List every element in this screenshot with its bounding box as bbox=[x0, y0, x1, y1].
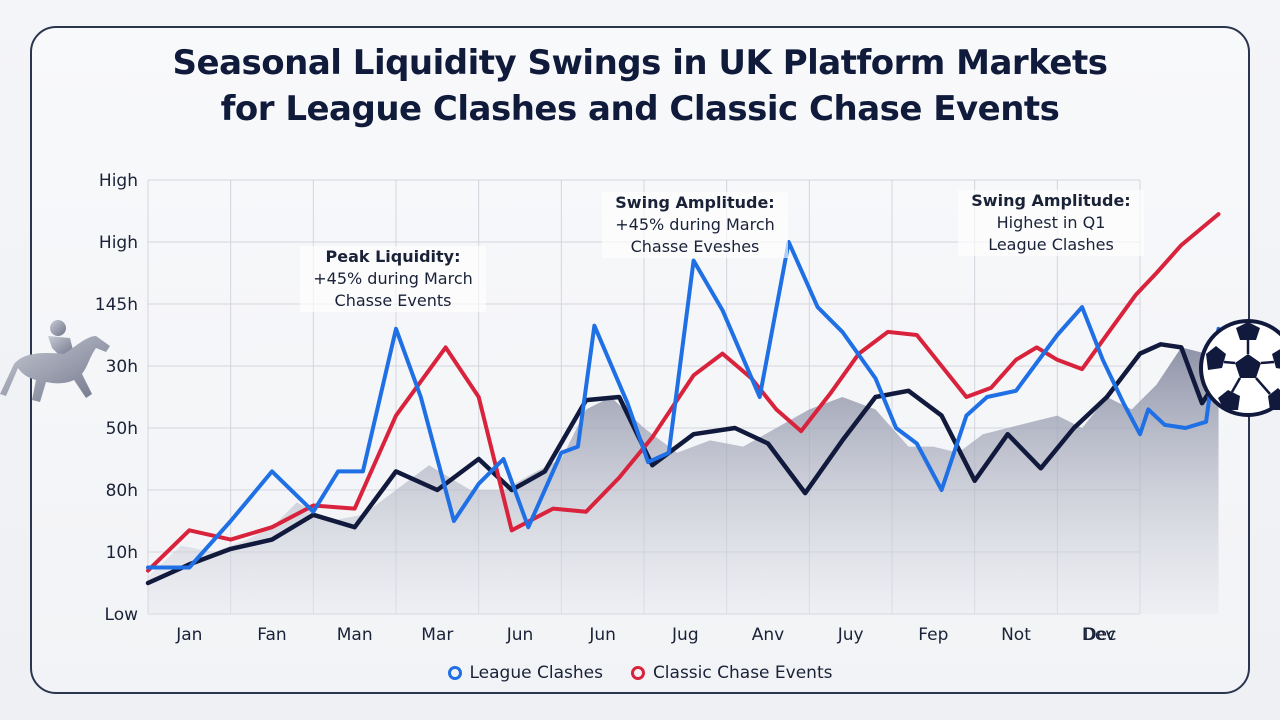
x-tick-label: Jan bbox=[175, 625, 202, 645]
legend-label-classic: Classic Chase Events bbox=[652, 663, 833, 683]
shaded-area bbox=[148, 347, 1219, 614]
y-tick-label: High bbox=[99, 233, 138, 253]
annotation-swing-amplitude-1: Swing Amplitude: +45% during March Chass… bbox=[602, 192, 788, 258]
x-tick-label: Mar bbox=[421, 625, 453, 645]
annotation-1-head: Peak Liquidity: bbox=[325, 247, 461, 266]
legend-item-classic-chase: Classic Chase Events bbox=[630, 663, 833, 683]
classic-chase-events-line bbox=[146, 212, 1221, 573]
x-tick-label: Not bbox=[1001, 625, 1031, 645]
x-tick-label: Jug bbox=[671, 625, 699, 645]
x-tick-label: Fep bbox=[918, 625, 948, 645]
y-tick-label: 80h bbox=[106, 481, 138, 501]
league-clashes-line bbox=[146, 240, 1221, 570]
legend-label-league: League Clashes bbox=[469, 663, 603, 683]
title-line-2: for League Clashes and Classic Chase Eve… bbox=[220, 89, 1060, 129]
soccer-ball-icon bbox=[1199, 319, 1280, 417]
legend-dot-classic bbox=[630, 666, 645, 680]
y-tick-label: 50h bbox=[106, 419, 138, 439]
y-tick-label: 30h bbox=[106, 357, 138, 377]
y-tick-label: 145h bbox=[95, 295, 138, 315]
annotation-1-line-1: +45% during March bbox=[313, 269, 473, 288]
baseline-liquidity-line bbox=[145, 342, 1221, 586]
annotation-2-head: Swing Amplitude: bbox=[615, 193, 775, 212]
racehorse-jockey-icon bbox=[0, 320, 110, 402]
x-tick-label: Fan bbox=[257, 625, 286, 645]
annotation-1-line-2: Chasse Events bbox=[334, 291, 452, 310]
title-line-1: Seasonal Liquidity Swings in UK Platform… bbox=[172, 43, 1108, 83]
annotation-3-head: Swing Amplitude: bbox=[971, 191, 1131, 210]
annotation-3-line-2: League Clashes bbox=[988, 235, 1114, 254]
legend-item-league-clashes: League Clashes bbox=[447, 663, 603, 683]
annotation-3-line-1: Highest in Q1 bbox=[996, 213, 1106, 232]
y-tick-label: Low bbox=[105, 605, 139, 625]
legend-dot-league bbox=[447, 666, 462, 680]
annotation-swing-amplitude-2: Swing Amplitude: Highest in Q1 League Cl… bbox=[958, 190, 1144, 256]
x-tick-label: Jun bbox=[588, 625, 616, 645]
x-tick-label: Jun bbox=[506, 625, 534, 645]
lines-layer bbox=[145, 212, 1221, 586]
y-tick-label: 10h bbox=[106, 543, 138, 563]
y-tick-label: High bbox=[99, 171, 138, 191]
annotation-2-line-2: Chasse Eveshes bbox=[630, 237, 760, 256]
x-tick-label: Anv bbox=[752, 625, 784, 645]
x-tick-label: Dec bbox=[1084, 625, 1117, 645]
annotation-2-line-1: +45% during March bbox=[615, 215, 775, 234]
chart-title: Seasonal Liquidity Swings in UK Platform… bbox=[0, 40, 1280, 132]
x-tick-label: Man bbox=[337, 625, 373, 645]
x-tick-label: Dev bbox=[1082, 625, 1116, 645]
annotation-peak-liquidity: Peak Liquidity: +45% during March Chasse… bbox=[300, 246, 486, 312]
area-layer bbox=[148, 347, 1219, 614]
y-tick-labels: Low 10h 80h 50h 30h 145h High High bbox=[95, 171, 138, 625]
legend: League Clashes Classic Chase Events bbox=[0, 660, 1280, 686]
x-tick-label: Juy bbox=[837, 625, 864, 645]
